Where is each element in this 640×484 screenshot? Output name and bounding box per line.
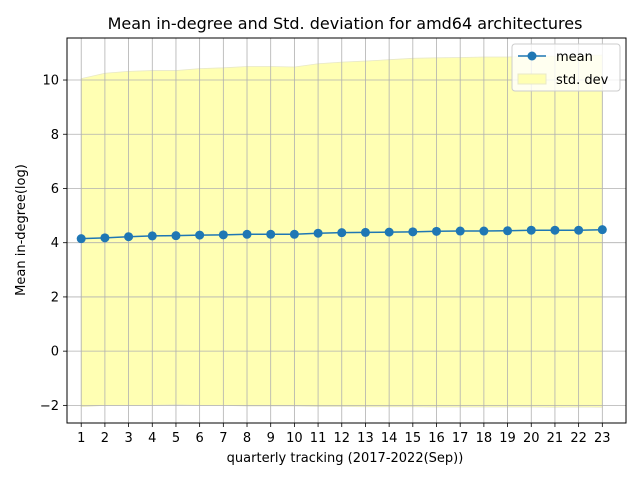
x-tick-label-4: 4 (148, 431, 156, 446)
y-tick-label-10: 10 (42, 74, 59, 89)
mean-point-20 (526, 225, 536, 235)
mean-point-19 (503, 226, 513, 236)
mean-point-11 (313, 228, 323, 238)
x-tick-label-19: 19 (499, 431, 516, 446)
mean-point-2 (100, 233, 110, 243)
x-tick-label-20: 20 (523, 431, 540, 446)
x-tick-label-7: 7 (219, 431, 227, 446)
mean-point-1 (76, 234, 86, 244)
x-tick-label-22: 22 (570, 431, 587, 446)
x-tick-label-21: 21 (547, 431, 564, 446)
mean-point-4 (147, 231, 157, 241)
mean-point-21 (550, 225, 560, 235)
x-tick-label-2: 2 (101, 431, 109, 446)
x-tick-label-13: 13 (357, 431, 374, 446)
x-axis-label: quarterly tracking (2017-2022(Sep)) (227, 451, 464, 466)
y-axis-ticks: −2 0 2 4 6 8 10 (40, 74, 67, 414)
x-tick-label-16: 16 (428, 431, 445, 446)
x-tick-label-12: 12 (333, 431, 350, 446)
legend-mean-marker-swatch (527, 51, 537, 61)
mean-point-18 (479, 226, 489, 236)
legend-mean-label: mean (556, 50, 593, 65)
y-tick-label--2: −2 (40, 399, 59, 414)
mean-point-5 (171, 231, 181, 241)
mean-point-3 (124, 232, 134, 242)
mean-point-22 (574, 225, 584, 235)
legend-std-dev-label: std. dev (556, 73, 609, 88)
x-tick-label-17: 17 (452, 431, 469, 446)
x-axis-ticks: 1 2 3 4 5 6 7 8 9 10 11 12 13 14 15 16 17 18 19 20 21 22 23 (77, 423, 611, 446)
x-tick-label-3: 3 (124, 431, 132, 446)
mean-point-16 (432, 226, 442, 236)
x-tick-label-11: 11 (310, 431, 327, 446)
x-tick-label-9: 9 (267, 431, 275, 446)
mean-series-layer (76, 225, 607, 244)
plot-frame (66, 37, 627, 424)
mean-point-9 (266, 229, 276, 239)
grid-layer (67, 38, 626, 423)
y-tick-label-2: 2 (51, 290, 59, 305)
y-axis-label: Mean in-degree(log) (14, 164, 29, 296)
mean-point-17 (455, 226, 465, 236)
mean-point-14 (384, 227, 394, 237)
x-tick-label-8: 8 (243, 431, 251, 446)
mean-point-6 (195, 230, 205, 240)
mean-point-12 (337, 228, 347, 238)
x-tick-label-10: 10 (286, 431, 303, 446)
mean-point-15 (408, 227, 418, 237)
y-tick-label-0: 0 (51, 345, 59, 360)
mean-point-23 (597, 225, 607, 235)
x-tick-label-1: 1 (77, 431, 85, 446)
legend: mean std. dev (511, 43, 621, 92)
x-tick-label-6: 6 (196, 431, 204, 446)
x-tick-label-18: 18 (476, 431, 493, 446)
mean-point-10 (289, 229, 299, 239)
y-tick-label-6: 6 (51, 182, 59, 197)
y-tick-label-8: 8 (51, 128, 59, 143)
x-tick-label-14: 14 (381, 431, 398, 446)
x-tick-label-15: 15 (405, 431, 422, 446)
y-tick-label-4: 4 (51, 236, 59, 251)
mean-point-8 (242, 229, 252, 239)
legend-std-dev-swatch (517, 73, 547, 85)
x-tick-label-5: 5 (172, 431, 180, 446)
x-tick-label-23: 23 (594, 431, 611, 446)
mean-point-13 (360, 227, 370, 237)
mean-point-7 (218, 230, 228, 240)
chart-title: Mean in-degree and Std. deviation for am… (108, 14, 583, 33)
